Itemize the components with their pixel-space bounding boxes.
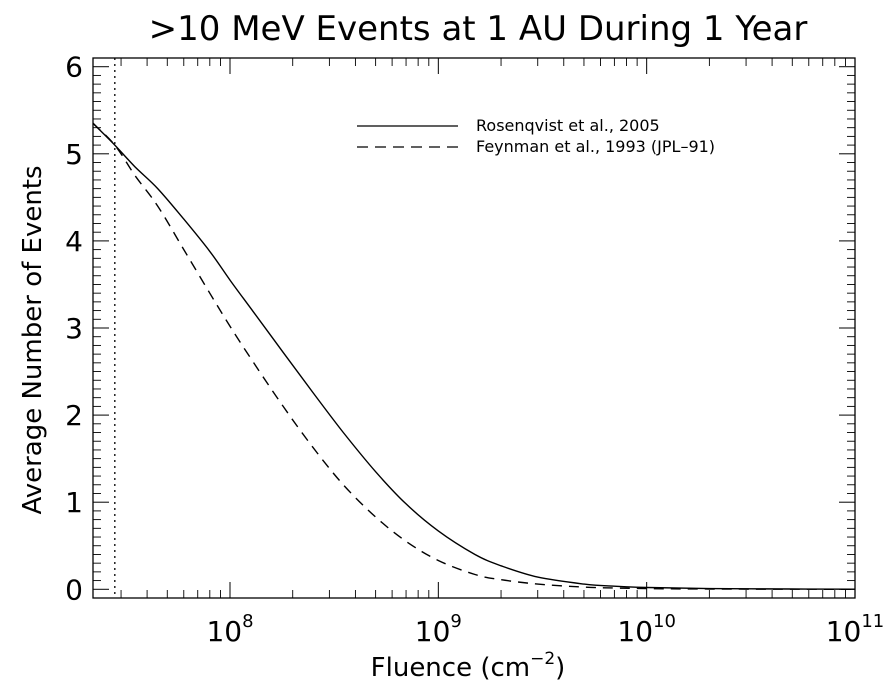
legend-label-rosenqvist: Rosenqvist et al., 2005	[476, 116, 660, 135]
x-tick-label-exponent: 10	[653, 611, 676, 632]
y-tick-label: 6	[65, 51, 83, 84]
x-axis-label-text: Fluence (cm	[371, 653, 530, 683]
y-tick-label: 2	[65, 399, 83, 432]
y-tick-label: 5	[65, 138, 83, 171]
y-tick-label: 4	[65, 225, 83, 258]
axes-layer	[92, 57, 856, 599]
x-axis-label-exponent: −2	[530, 649, 555, 669]
x-tick-label-base: 10	[617, 615, 653, 648]
x-tick-label-base: 10	[415, 615, 451, 648]
x-tick-label: 108	[206, 611, 253, 648]
series-line-rosenqvist-2005	[92, 122, 856, 590]
legend: Rosenqvist et al., 2005 Feynman et al., …	[357, 116, 715, 156]
y-axis-label: Average Number of Events	[18, 165, 48, 514]
x-tick-label-base: 10	[826, 615, 862, 648]
y-tick-label: 1	[65, 486, 83, 519]
y-tick-label: 3	[65, 312, 83, 345]
x-tick-label-base: 10	[206, 615, 242, 648]
x-tick-label-exponent: 11	[861, 611, 884, 632]
x-tick-label-exponent: 9	[450, 611, 461, 632]
plot-frame	[92, 57, 856, 599]
data-layer	[92, 58, 856, 598]
legend-label-feynman: Feynman et al., 1993 (JPL–91)	[476, 137, 715, 156]
chart-title: >10 MeV Events at 1 AU During 1 Year	[149, 9, 808, 49]
series-line-feynman-1993	[92, 122, 856, 590]
x-tick-label: 1011	[826, 611, 885, 648]
x-tick-label-exponent: 8	[242, 611, 253, 632]
x-axis-label: Fluence (cm−2)	[371, 649, 566, 683]
x-tick-label: 1010	[617, 611, 676, 648]
x-axis-label-end: )	[555, 653, 565, 683]
x-tick-label: 109	[415, 611, 462, 648]
y-tick-label: 0	[65, 573, 83, 606]
